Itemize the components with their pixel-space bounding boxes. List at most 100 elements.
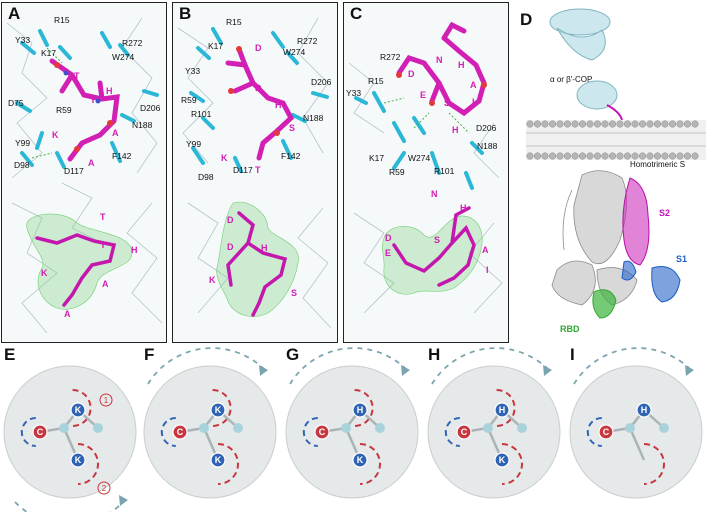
peptide-label: S [291,288,298,298]
lipid-head [638,152,646,160]
peptide-label: H [106,86,113,96]
residue-circle [210,452,226,468]
peptide-label: S [444,98,451,108]
lipid-head [571,120,579,128]
residue-letter: K [499,455,506,465]
cop-protein [549,8,618,110]
lipid-head [661,152,669,160]
arrow-head [259,365,268,376]
residue-label: D117 [64,166,84,176]
lipid-head [623,120,631,128]
residue-circle [598,424,614,440]
residue-label: D98 [14,160,30,170]
lipid-head [683,120,691,128]
residue-label: R101 [191,109,212,119]
schematic-panel-f: F C K K [143,345,277,499]
peptide-label: D [227,215,234,225]
membrane-label: Homotrimeric S [630,160,686,169]
residue-label: Y99 [15,138,31,148]
residue-letter: H [499,405,506,415]
peptide-label: D [408,69,415,79]
residue-label: N188 [477,141,498,151]
peptide-label: H [261,243,268,253]
rbd-label: RBD [560,324,580,334]
residue-label: W274 [408,153,431,163]
residue-letter: H [641,405,648,415]
bottom-panels: E C K K 1 2 F C K K G C H K H C H K I C H [0,344,713,512]
arrow-head [401,365,410,376]
binding-pocket-arc [217,443,239,485]
spike-s1 [621,260,681,303]
residue-circle [314,424,330,440]
schematic-circle [143,365,277,499]
lipid-head [676,152,684,160]
s2-label: S2 [659,208,671,218]
lipid-head [616,120,624,128]
lipid-head [623,152,631,160]
peptide-label: D [385,233,392,243]
lipid-head [556,120,564,128]
residue-letter: C [461,427,468,437]
panel-d-letter: D [520,10,533,29]
residue-label: K17 [41,48,57,58]
residue-label: R59 [389,167,405,177]
peptide-label: A [482,245,489,255]
peptide-label: E [420,90,427,100]
peptide-label: Y [100,240,107,250]
lipid-head [549,152,557,160]
backbone-node [199,423,209,433]
membrane [526,120,706,160]
schematic-circle [285,365,419,499]
schematic-panel-e: E C K K 1 2 [3,345,137,512]
lipid-head [564,152,572,160]
lipid-head [668,152,676,160]
spike-rbd [592,289,617,319]
peptide-label: K [41,268,48,278]
lipid-head [593,120,601,128]
lipid-head [608,152,616,160]
peptide-label: S [434,235,441,245]
lipid-head [564,120,572,128]
binding-pocket-arc [20,417,36,447]
bottom-schematics: E C K K 1 2 F C K K G C H K H C H K I C H [3,345,703,512]
residue-circle [456,424,472,440]
peptide-label: T [255,165,261,175]
panel-a: A R15 Y33 K17 R272 W274 D206 D75 R59 N18… [1,2,167,343]
residue-circle [172,424,188,440]
residue-label: D206 [311,77,332,87]
peptide-label: H [452,125,459,135]
peptide-label: A [112,128,119,138]
lipid-head [526,120,534,128]
residue-label: Y99 [186,139,202,149]
residue-circle [636,402,652,418]
residue-label: R15 [368,76,384,86]
lipid-head [653,120,661,128]
peptide-label: D [255,83,262,93]
residue-label: R101 [434,166,455,176]
peptide-label: A [64,309,71,319]
lipid-head [683,152,691,160]
lipid-head [586,120,594,128]
peptide-label: H [275,100,282,110]
arrow-head [543,365,552,376]
lipid-head [549,120,557,128]
residue-label: R59 [181,95,197,105]
residue-label: N188 [303,113,324,123]
binding-pocket-arc [501,443,523,485]
residue-letter: C [37,427,44,437]
peptide-label: H [458,60,465,70]
peptide-label: T [100,212,106,222]
residue-label: D98 [198,172,214,182]
peptide-label: D [255,43,262,53]
lipid-head [541,152,549,160]
lipid-head [593,152,601,160]
schematic-panel-i: I C H [569,345,703,499]
residue-label: D206 [476,123,497,133]
residue-letter: H [357,405,364,415]
backbone-node [625,423,635,433]
residue-circle [70,452,86,468]
peptide-label: H [131,245,138,255]
peptide-label: I [486,265,489,275]
lipid-head [601,120,609,128]
lipid-head [646,152,654,160]
